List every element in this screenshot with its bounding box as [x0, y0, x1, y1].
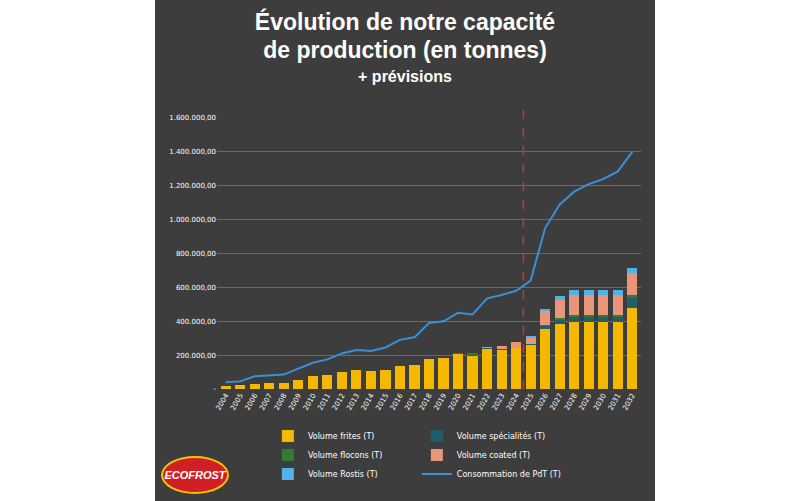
html-text:Évolution de notre capacité de: Évolution de notre capacité de productio…	[254, 9, 556, 63]
svg-text:Volume Rostis (T): Volume Rostis (T)	[308, 470, 378, 479]
svg-text:2016: 2016	[389, 392, 405, 412]
svg-text:2022: 2022	[476, 392, 492, 411]
svg-text:2008: 2008	[273, 392, 289, 411]
svg-text:2015: 2015	[374, 392, 390, 411]
svg-text:2032: 2032	[621, 392, 637, 411]
svg-text:Volume flocons (T): Volume flocons (T)	[308, 451, 382, 460]
svg-text:2023: 2023	[491, 392, 507, 411]
svg-text:2025: 2025	[520, 392, 536, 411]
html-text:+ prévisions: + prévisions	[358, 68, 452, 85]
svg-text:2019: 2019	[432, 392, 448, 411]
svg-text:2014: 2014	[360, 392, 376, 412]
svg-text:2004: 2004	[215, 392, 231, 412]
svg-text:2026: 2026	[534, 392, 550, 412]
svg-text:2031: 2031	[607, 392, 623, 411]
svg-text:2021: 2021	[461, 392, 477, 411]
svg-text:400.000,00: 400.000,00	[176, 318, 216, 326]
svg-text:2011: 2011	[316, 392, 332, 411]
svg-text:2005: 2005	[229, 392, 245, 411]
svg-text:1.400.000,00: 1.400.000,00	[169, 148, 216, 156]
svg-text:2028: 2028	[563, 392, 579, 411]
svg-text:Volume coated (T): Volume coated (T)	[457, 451, 530, 460]
svg-text:1.600.000,00: 1.600.000,00	[169, 114, 216, 122]
svg-text:2024: 2024	[505, 392, 521, 412]
svg-text:Consommation de PdT (T): Consommation de PdT (T)	[457, 470, 561, 479]
svg-text:1.000.000,00: 1.000.000,00	[169, 216, 216, 224]
svg-text:2007: 2007	[258, 392, 274, 411]
svg-text:2012: 2012	[331, 392, 347, 411]
svg-text:1.200.000,00: 1.200.000,00	[169, 182, 216, 190]
svg-text:800.000,00: 800.000,00	[176, 250, 216, 258]
svg-text:2006: 2006	[244, 392, 260, 412]
svg-text:200.000,00: 200.000,00	[176, 352, 216, 360]
svg-text:2013: 2013	[345, 392, 361, 411]
svg-text:2009: 2009	[287, 392, 303, 411]
svg-text:2018: 2018	[418, 392, 434, 411]
svg-text:2010: 2010	[302, 392, 318, 411]
svg-text:2017: 2017	[403, 392, 419, 411]
svg-text:-: -	[213, 385, 216, 393]
svg-text:600.000,00: 600.000,00	[176, 284, 216, 292]
svg-text:2027: 2027	[549, 392, 565, 411]
svg-text:Volume frites (T): Volume frites (T)	[308, 432, 375, 441]
html-text:ECOFROST: ECOFROST	[164, 469, 226, 481]
svg-text:2020: 2020	[447, 392, 463, 411]
svg-text:2030: 2030	[592, 392, 608, 411]
svg-text:2029: 2029	[578, 392, 594, 411]
svg-text:Volume spécialités (T): Volume spécialités (T)	[457, 431, 545, 441]
